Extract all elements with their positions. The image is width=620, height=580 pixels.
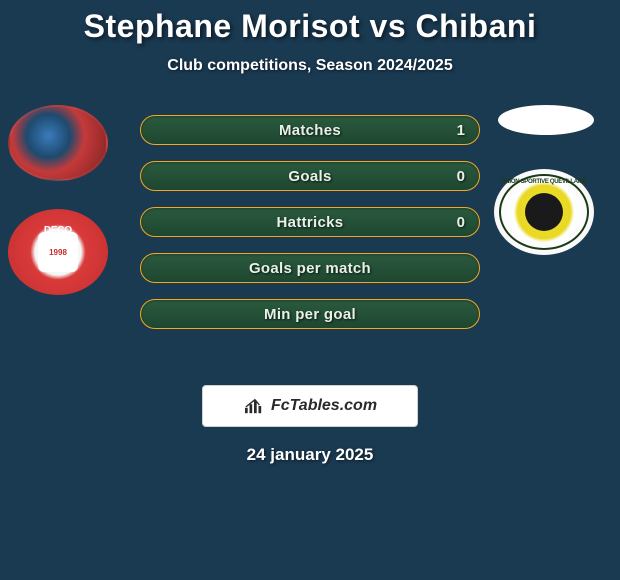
- infographic-container: Stephane Morisot vs Chibani Club competi…: [0, 0, 620, 465]
- club-logo-right-inner: [525, 193, 563, 231]
- stat-label: Matches: [279, 122, 341, 139]
- stat-bars: Matches 1 Goals 0 Hattricks 0 Goals per …: [140, 115, 480, 329]
- left-column: 1998: [8, 105, 116, 295]
- club-logo-right: UNION SPORTIVE QUEVILLAISE: [494, 169, 594, 255]
- stat-label: Goals: [288, 168, 331, 185]
- date-line: 24 january 2025: [0, 445, 620, 465]
- right-column: UNION SPORTIVE QUEVILLAISE: [494, 105, 602, 255]
- player-photo-left: [8, 105, 108, 181]
- stat-row-gpm: Goals per match: [140, 253, 480, 283]
- stat-value-right: 1: [457, 122, 465, 139]
- brand-text: FcTables.com: [271, 397, 377, 415]
- club-logo-left: 1998: [8, 209, 108, 295]
- stat-value-right: 0: [457, 168, 465, 185]
- brand-box: FcTables.com: [202, 385, 418, 427]
- stat-row-goals: Goals 0: [140, 161, 480, 191]
- stat-row-matches: Matches 1: [140, 115, 480, 145]
- club-logo-left-inner: 1998: [38, 232, 78, 272]
- stat-label: Hattricks: [277, 214, 344, 231]
- main-area: 1998 UNION SPORTIVE QUEVILLAISE Matches …: [0, 115, 620, 375]
- stat-value-right: 0: [457, 214, 465, 231]
- page-title: Stephane Morisot vs Chibani: [0, 8, 620, 45]
- brand-chart-icon: [243, 397, 265, 415]
- subtitle: Club competitions, Season 2024/2025: [0, 57, 620, 75]
- stat-row-hattricks: Hattricks 0: [140, 207, 480, 237]
- player-photo-right: [498, 105, 594, 135]
- stat-label: Min per goal: [264, 306, 356, 323]
- club-logo-right-text: UNION SPORTIVE QUEVILLAISE: [494, 179, 594, 185]
- stat-label: Goals per match: [249, 260, 371, 277]
- stat-row-mpg: Min per goal: [140, 299, 480, 329]
